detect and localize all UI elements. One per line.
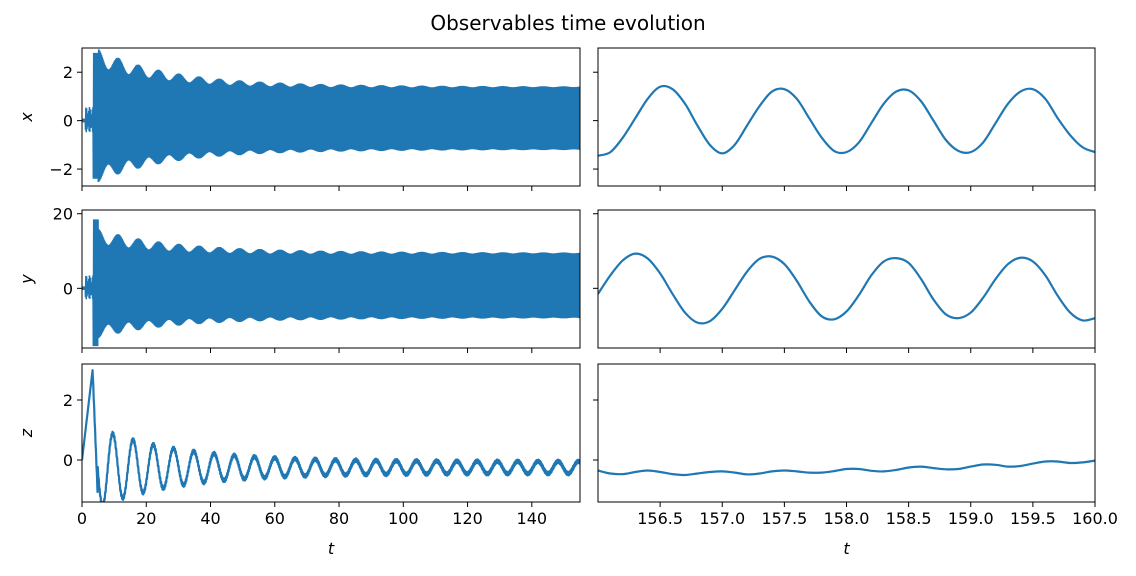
x-tick-label: 159.5 (1010, 509, 1056, 528)
x-tick-label: 80 (329, 509, 349, 528)
series-line-y-zoom (598, 252, 1095, 325)
y-tick-label: 0 (63, 112, 73, 131)
x-tick-label: 140 (517, 509, 548, 528)
x-tick-label: 0 (77, 509, 87, 528)
x-tick-label: 160.0 (1072, 509, 1118, 528)
series-band-y-full (98, 234, 580, 334)
series-band-x-full (98, 55, 580, 177)
x-tick-label: 157.0 (699, 509, 745, 528)
x-tick-label: 159.0 (948, 509, 994, 528)
series-line-z-zoom (598, 459, 1095, 477)
series-x-full (82, 49, 580, 182)
x-tick-label: 60 (265, 509, 285, 528)
panel-x-full: −2 0 2 x (17, 47, 581, 191)
y-tick-label: 0 (63, 279, 73, 298)
series-z-full (82, 369, 580, 502)
x-axis-label: t (843, 539, 850, 558)
panel-z-full: 0 2 z 0 20 40 60 80 100 120 140 t (17, 363, 581, 558)
series-line-x-zoom (598, 84, 1095, 157)
x-tick-label: 40 (200, 509, 220, 528)
y-tick-label: 20 (53, 205, 73, 224)
x-tick-label: 158.0 (824, 509, 870, 528)
x-tick-label: 157.5 (761, 509, 807, 528)
axes-frame (597, 363, 1096, 503)
y-axis-label: y (17, 274, 36, 285)
axes-frame (81, 209, 581, 349)
y-tick-label: 2 (63, 63, 73, 82)
x-axis-label: t (328, 539, 335, 558)
axes-frame (597, 47, 1096, 187)
y-tick-label: −2 (49, 160, 73, 179)
y-tick-label: 0 (63, 451, 73, 470)
x-tick-label: 20 (136, 509, 156, 528)
y-tick-label: 2 (63, 391, 73, 410)
chart-title: Observables time evolution (430, 11, 705, 35)
axes-frame (81, 47, 581, 187)
y-axis-label: x (17, 112, 36, 123)
x-tick-label: 120 (452, 509, 483, 528)
x-tick-label: 158.5 (886, 509, 932, 528)
series-line-z-full (82, 369, 580, 502)
axes-frame (597, 209, 1096, 349)
axes-frame (81, 363, 581, 503)
y-axis-label: z (17, 428, 36, 438)
series-y-full (82, 219, 580, 347)
x-tick-label: 100 (388, 509, 419, 528)
panel-z-zoom: 156.5 157.0 157.5 158.0 158.5 159.0 159.5 160.0… (593, 363, 1118, 558)
panel-y-full: 0 20 y (17, 205, 581, 353)
x-tick-label: 156.5 (637, 509, 683, 528)
panel-y-zoom (593, 209, 1096, 353)
panel-x-zoom (593, 47, 1096, 191)
